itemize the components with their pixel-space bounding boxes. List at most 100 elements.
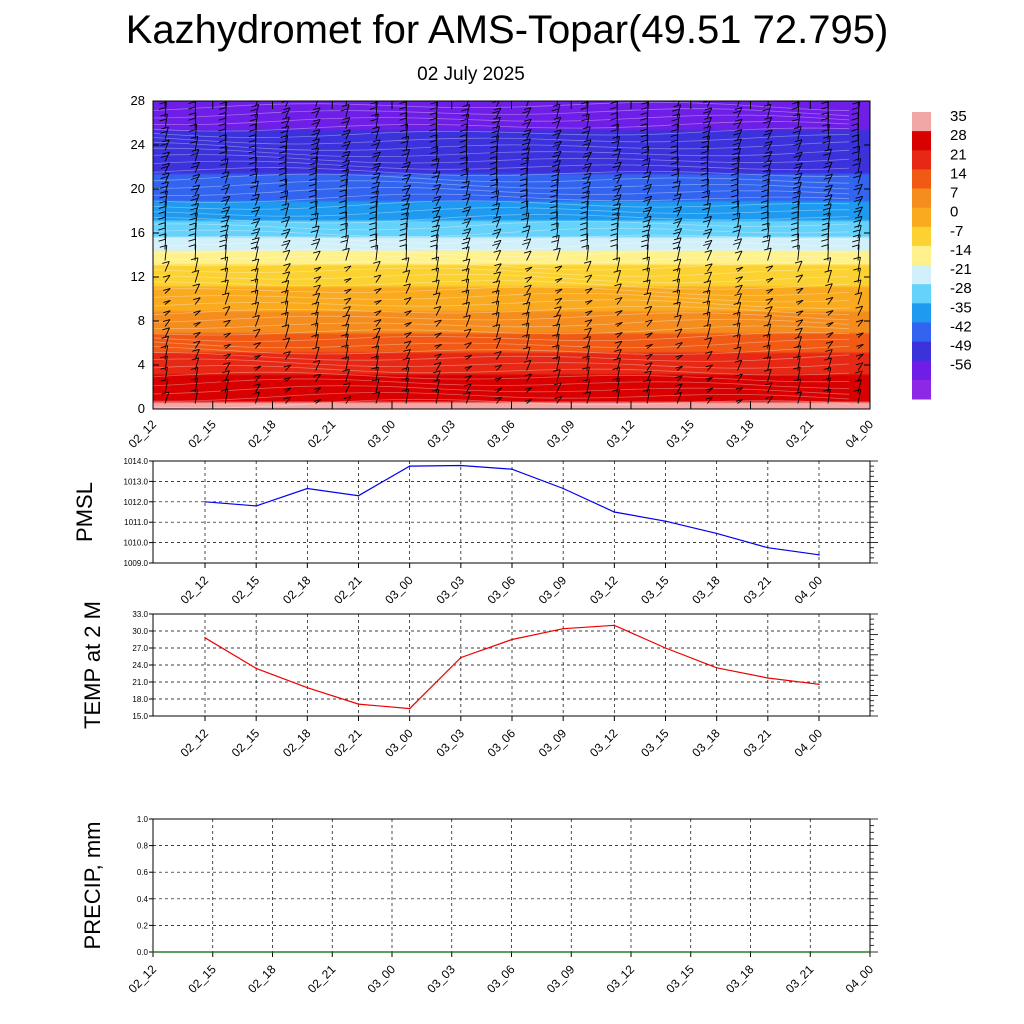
wind-barb-feather (614, 161, 622, 165)
wind-barb-feather (795, 151, 803, 155)
data-point (570, 951, 573, 953)
wind-barb-feather (430, 229, 439, 233)
wind-barb (435, 353, 442, 360)
wind-barb-feather (430, 151, 438, 155)
x-tick-label: 03_09 (544, 417, 578, 451)
wind-barb (224, 171, 230, 184)
colorbar-swatch (912, 265, 931, 285)
wind-barb-feather (642, 219, 650, 223)
wind-barb (465, 228, 472, 239)
wind-barb-feather (281, 231, 289, 235)
data-point (818, 554, 820, 556)
wind-barb (737, 225, 742, 239)
wind-barb-feather (160, 345, 168, 349)
wind-barb (676, 315, 682, 327)
wind-barb-feather (554, 288, 563, 292)
wind-barb (586, 336, 591, 349)
wind-barb-feather (611, 96, 618, 98)
wind-barb (827, 270, 832, 283)
wind-barb-feather (162, 319, 171, 323)
wind-barb (345, 223, 348, 239)
wind-barb (857, 225, 862, 239)
wind-barb-feather (765, 265, 773, 269)
wind-barb-feather (581, 195, 589, 199)
wind-barb-feather (309, 178, 317, 182)
wind-barb-feather (854, 92, 861, 94)
wind-barb (465, 123, 469, 140)
wind-barb (767, 288, 774, 294)
wind-barb-feather (252, 328, 261, 332)
wind-barb-feather (339, 200, 347, 204)
y-tick-label: 1014.0 (124, 457, 149, 466)
colorbar-label: 28 (950, 127, 967, 144)
wind-barb (224, 319, 231, 327)
wind-barb (496, 387, 503, 393)
wind-barb-feather (339, 189, 347, 193)
wind-barb-feather (762, 333, 771, 337)
wind-barb-feather (762, 344, 771, 348)
isoline (153, 346, 850, 355)
wind-barb (827, 136, 831, 151)
wind-barb-feather (734, 95, 741, 97)
wind-barb-feather (494, 387, 502, 391)
wind-barb (767, 323, 772, 338)
wind-barb-feather (615, 331, 623, 335)
wind-barb-feather (160, 355, 168, 359)
isoline (153, 254, 850, 264)
colorbar-swatch (912, 245, 931, 266)
wind-barb (465, 392, 471, 404)
wind-barb (194, 283, 201, 294)
wind-barb (375, 261, 381, 272)
x-tick-label: 02_18 (280, 726, 314, 760)
wind-barb-feather (461, 168, 469, 171)
wind-barb-feather (610, 227, 618, 231)
isoline (153, 193, 850, 203)
wind-barb-feather (341, 92, 348, 94)
y-tick-label: 0.8 (137, 842, 149, 851)
wind-barb (285, 364, 292, 371)
wind-barb (224, 389, 229, 404)
wind-barb (857, 370, 863, 382)
wind-barb-feather (399, 244, 407, 248)
wind-barb (315, 107, 321, 118)
wind-barb (737, 360, 743, 371)
wind-barb-feather (823, 135, 831, 139)
wind-barb (646, 158, 651, 173)
wind-barb-feather (463, 328, 472, 332)
wind-barb-feather (853, 97, 860, 99)
data-point (204, 637, 206, 639)
wind-barb-feather (339, 194, 347, 198)
wind-barb-feather (311, 242, 319, 246)
wind-barb-feather (464, 354, 472, 358)
wind-barb (706, 101, 711, 107)
wind-barb-feather (853, 388, 861, 392)
wind-barb-feather (163, 287, 171, 291)
wind-barb-feather (760, 200, 769, 204)
wind-barb-feather (371, 143, 379, 146)
wind-barb-feather (190, 135, 198, 139)
wind-barb-feather (188, 233, 196, 237)
wind-barb (254, 315, 260, 327)
wind-barb-feather (612, 197, 620, 201)
wind-barb-feather (675, 342, 683, 345)
wind-barb-feather (822, 91, 829, 93)
wind-barb-feather (584, 287, 593, 291)
wind-barb-feather (220, 256, 228, 260)
wind-barb (646, 171, 652, 184)
wind-barb (496, 263, 502, 272)
y-tick-label: 21.0 (132, 678, 148, 687)
wind-barb (405, 340, 412, 349)
wind-barb (496, 107, 502, 118)
wind-barb-feather (372, 172, 381, 176)
wind-barb-feather (793, 143, 801, 146)
isoline (153, 200, 850, 210)
wind-barb-feather (310, 142, 319, 146)
wind-barb-feather (431, 256, 439, 260)
wind-barb-feather (580, 216, 588, 220)
data-point (690, 951, 692, 953)
wind-barb (465, 268, 470, 283)
wind-barb (405, 149, 411, 162)
wind-barb-feather (734, 118, 743, 122)
wind-barb-feather (341, 154, 349, 158)
wind-barb (224, 362, 231, 371)
